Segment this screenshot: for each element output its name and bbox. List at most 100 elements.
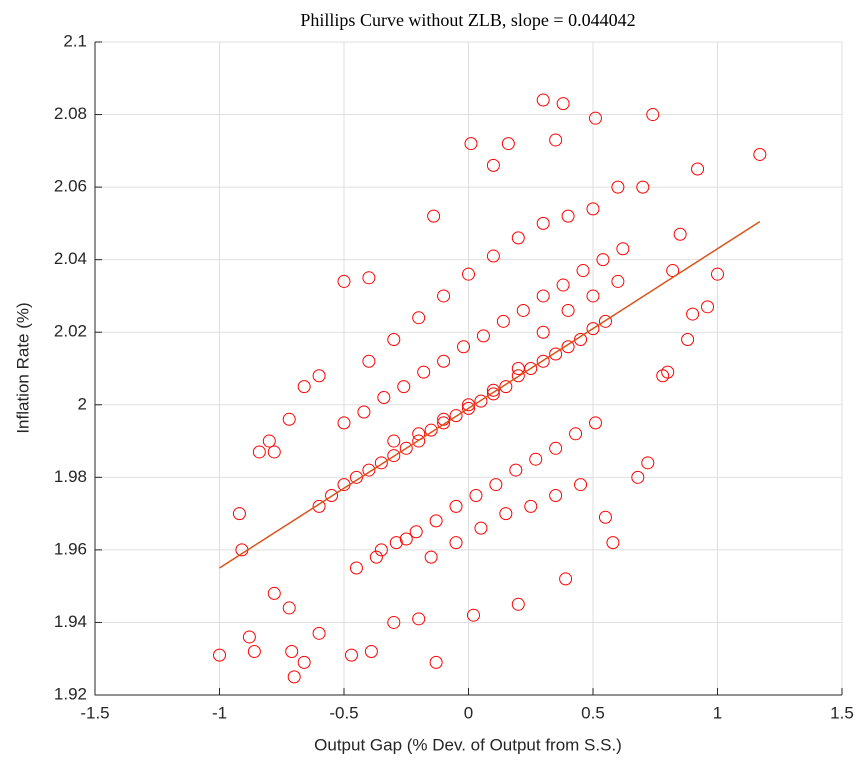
scatter-point — [412, 612, 426, 626]
y-tick-label: 2.06 — [54, 177, 87, 196]
scatter-point — [297, 380, 311, 394]
scatter-point — [325, 488, 339, 502]
scatter-point — [516, 303, 530, 317]
scatter-point — [588, 111, 602, 125]
scatter-point — [598, 314, 612, 328]
scatter-point — [606, 536, 620, 550]
y-tick-label: 2 — [78, 394, 87, 413]
scatter-point — [282, 412, 296, 426]
scatter-point — [673, 227, 687, 241]
scatter-point — [449, 409, 463, 423]
scatter-point — [701, 300, 715, 314]
scatter-point — [387, 615, 401, 629]
scatter-point — [449, 499, 463, 513]
scatter-point — [437, 289, 451, 303]
scatter-point — [499, 380, 513, 394]
scatter-point — [213, 648, 226, 662]
y-tick-label: 2.1 — [63, 31, 87, 50]
scatter-point — [399, 441, 413, 455]
scatter-point — [437, 354, 451, 368]
scatter-point — [536, 354, 550, 368]
scatter-point — [511, 362, 525, 375]
scatter-point — [464, 137, 478, 151]
scatter-point — [466, 608, 480, 622]
scatter-point — [387, 332, 401, 346]
x-tick-label: -1.5 — [80, 703, 109, 722]
scatter-point — [691, 162, 705, 176]
scatter-point — [362, 463, 376, 477]
scatter-point — [549, 488, 563, 502]
y-axis-label: Inflation Rate (%) — [13, 302, 32, 433]
scatter-point — [437, 412, 451, 426]
scatter-point — [574, 478, 588, 492]
fit-line — [219, 220, 761, 569]
scatter-point — [489, 478, 503, 492]
scatter-point — [297, 655, 311, 669]
scatter-point — [486, 249, 500, 263]
scatter-point — [486, 158, 500, 172]
scatter-point — [377, 391, 391, 405]
scatter-point — [429, 655, 443, 669]
scatter-point — [661, 365, 675, 379]
scatter-point — [349, 561, 363, 575]
scatter-point — [374, 456, 388, 470]
scatter-point — [417, 365, 431, 379]
scatter-point — [312, 369, 326, 383]
scatter-point — [536, 216, 550, 230]
scatter-point — [409, 525, 423, 539]
scatter-point — [362, 271, 376, 285]
scatter-point — [337, 416, 351, 430]
scatter-point — [267, 586, 281, 600]
scatter-point — [549, 441, 563, 455]
scatter-point — [476, 329, 490, 343]
scatter-point — [556, 278, 570, 292]
scatter-point — [344, 648, 358, 662]
scatter-point — [536, 289, 550, 303]
y-tick-label: 2.08 — [54, 104, 87, 123]
scatter-point — [524, 499, 538, 513]
scatter-point — [586, 202, 600, 216]
scatter-point — [474, 521, 488, 535]
x-tick-label: 0.5 — [581, 703, 605, 722]
scatter-point — [549, 347, 563, 361]
scatter-point — [536, 93, 550, 107]
scatter-point — [646, 108, 660, 122]
scatter-point — [501, 137, 515, 151]
axes — [94, 42, 842, 696]
scatter-point — [357, 405, 371, 419]
scatter-point — [285, 644, 299, 658]
scatter-point — [267, 445, 281, 459]
scatter-point — [576, 264, 590, 278]
scatter-point — [457, 340, 471, 354]
scatter-point — [486, 387, 500, 401]
scatter-point — [486, 383, 500, 397]
scatter-point — [574, 332, 588, 346]
scatter-point — [389, 536, 403, 550]
scatter-point — [561, 340, 575, 354]
scatter-point — [462, 267, 475, 281]
scatter-point — [529, 452, 543, 466]
x-tick-label: 0 — [464, 703, 473, 722]
scatter-point — [242, 630, 256, 644]
scatter-point — [666, 264, 680, 278]
scatter-point — [399, 532, 413, 546]
scatter-point — [611, 274, 625, 288]
scatter-point — [374, 543, 388, 557]
scatter-point — [598, 510, 612, 524]
scatter-point — [753, 147, 767, 161]
scatter-point — [561, 303, 575, 317]
scatter-point — [656, 369, 670, 383]
scatter-point — [427, 209, 441, 223]
x-axis-label: Output Gap (% Dev. of Output from S.S.) — [314, 735, 622, 754]
scatter-point — [511, 369, 525, 383]
scatter-point — [474, 394, 488, 408]
scatter-point — [641, 456, 655, 470]
scatter-point — [429, 514, 443, 528]
scatter-point — [616, 242, 630, 256]
chart-title: Phillips Curve without ZLB, slope = 0.04… — [300, 10, 635, 30]
scatter-point — [561, 209, 575, 223]
scatter-point — [349, 470, 363, 484]
y-tick-label: 1.92 — [54, 684, 87, 703]
